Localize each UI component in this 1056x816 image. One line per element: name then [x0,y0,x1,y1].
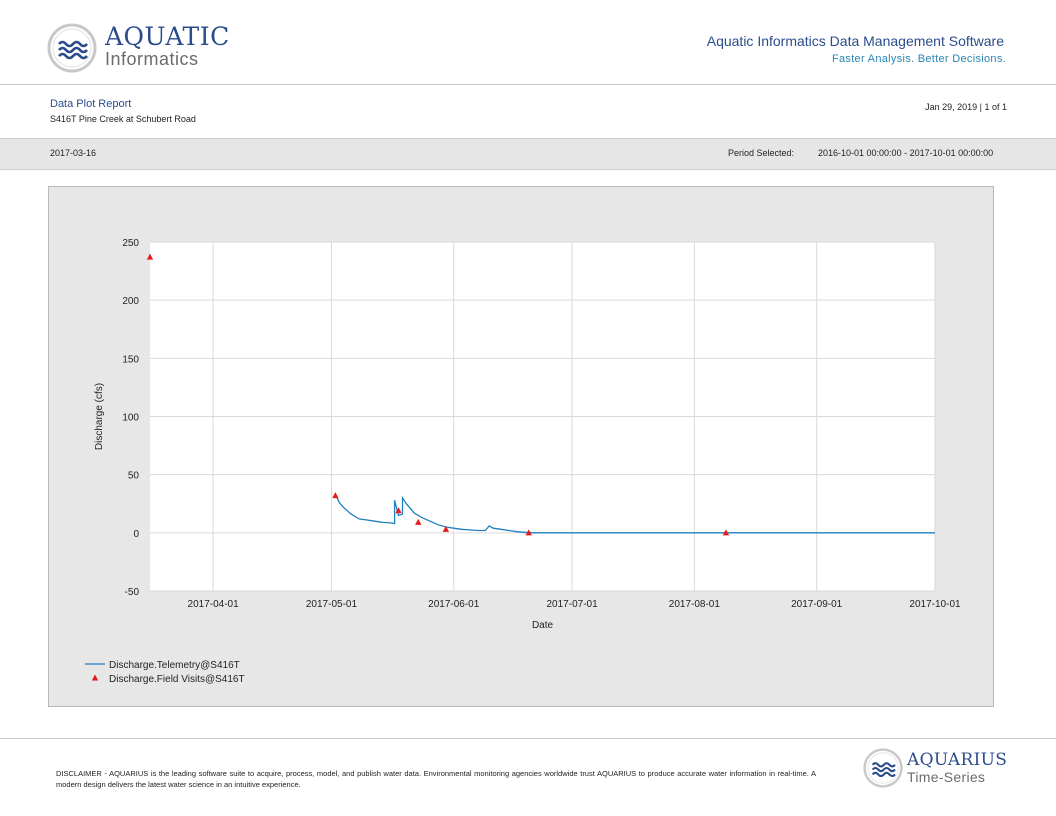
chart-panel: -50 0 50 100 150 200 250 2017-04-01 2017-05-01 20… [48,186,994,707]
wave-logo-icon [47,23,97,73]
y-tick-label: 0 [133,529,139,540]
report-title: Data Plot Report [50,98,131,110]
tagline: Faster Analysis. Better Decisions. [832,53,1006,65]
period-band: 2017-03-16 Period Selected: 2016-10-01 0… [0,138,1056,170]
logo-title: AQUATIC [105,23,230,51]
x-tick-label: 2017-07-01 [547,599,599,610]
header-divider [0,84,1056,85]
app-title: Aquatic Informatics Data Management Soft… [707,33,1004,49]
y-tick-label: -50 [125,587,140,598]
legend-marker-swatch [92,675,98,681]
discharge-chart: -50 0 50 100 150 200 250 2017-04-01 2017-05-01 20… [49,187,993,706]
print-date: Jan 29, 2019 | 1 of 1 [925,102,1007,112]
y-tick-label: 200 [122,296,139,307]
y-tick-label: 50 [128,471,140,482]
y-tick-label: 100 [122,413,139,424]
aquarius-logo: AQUARIUS Time-Series [863,748,1023,790]
x-tick-label: 2017-08-01 [669,599,721,610]
y-tick-label: 250 [122,238,139,249]
period-label: Period Selected: [728,148,794,158]
legend-entry: Discharge.Field Visits@S416T [109,674,245,685]
y-tick-label: 150 [122,354,139,365]
aquarius-wave-icon [863,748,903,788]
y-axis-label: Discharge (cfs) [94,383,105,450]
aquarius-title: AQUARIUS [907,750,1007,770]
aquarius-subtitle: Time-Series [907,769,985,785]
x-tick-label: 2017-06-01 [428,599,480,610]
location-name: S416T Pine Creek at Schubert Road [50,114,196,124]
x-tick-label: 2017-05-01 [306,599,358,610]
aquatic-informatics-logo: AQUATIC Informatics [47,23,227,73]
x-tick-label: 2017-09-01 [791,599,843,610]
logo-subtitle: Informatics [105,49,199,69]
disclaimer-text: DISCLAIMER - AQUARIUS is the leading sof… [56,768,816,790]
period-value: 2016-10-01 00:00:00 - 2017-10-01 00:00:0… [818,148,993,158]
x-tick-label: 2017-10-01 [909,599,961,610]
footer-divider [0,738,1056,739]
x-tick-label: 2017-04-01 [188,599,240,610]
band-date: 2017-03-16 [50,148,96,158]
x-axis-label: Date [532,620,554,631]
legend-entry: Discharge.Telemetry@S416T [109,660,240,671]
